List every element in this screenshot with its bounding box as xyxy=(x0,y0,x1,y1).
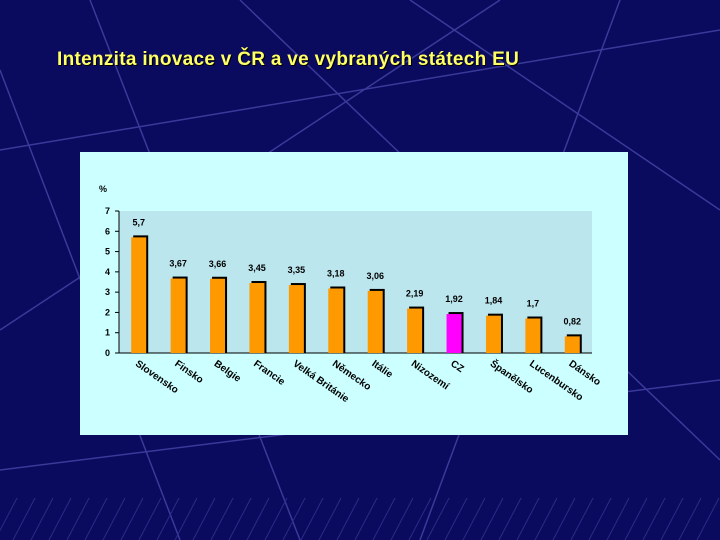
y-tick-label: 5 xyxy=(105,247,110,257)
background-line xyxy=(0,29,720,151)
category-label: Belgie xyxy=(212,358,243,384)
category-label: CZ xyxy=(448,358,465,375)
background-stripe xyxy=(390,497,414,540)
slide-title: Intenzita inovace v ČR a ve vybraných st… xyxy=(57,49,520,70)
background-stripe xyxy=(138,497,162,540)
data-label: 5,7 xyxy=(132,217,145,227)
background-stripe xyxy=(570,497,594,540)
y-tick-label: 3 xyxy=(105,287,110,297)
bar xyxy=(367,290,383,353)
background-stripe xyxy=(534,497,558,540)
background-stripe xyxy=(120,497,144,540)
background-stripe xyxy=(264,497,288,540)
data-label: 3,45 xyxy=(248,263,266,273)
category-label: Španělsko xyxy=(488,357,536,396)
data-label: 2,19 xyxy=(406,289,424,299)
background-stripe xyxy=(588,497,612,540)
data-label: 3,18 xyxy=(327,268,345,278)
y-tick-label: 7 xyxy=(105,206,110,216)
background-stripe xyxy=(498,497,522,540)
background-stripe xyxy=(480,497,504,540)
bar xyxy=(210,278,226,353)
category-label: Finsko xyxy=(172,358,205,385)
background-stripe xyxy=(174,497,198,540)
background-stripe xyxy=(210,497,234,540)
bar xyxy=(170,278,186,353)
background-stripe xyxy=(300,497,324,540)
bar xyxy=(564,336,580,353)
background-stripe xyxy=(516,497,540,540)
background-stripe xyxy=(102,497,126,540)
background-stripe xyxy=(660,497,684,540)
bar-chart: % 0 1 2 3 4 5 6 7 5,7 Slovensko 3,67 Finsko 3,66 Belgi… xyxy=(99,184,603,405)
data-label: 3,67 xyxy=(169,259,187,269)
bar xyxy=(131,237,147,353)
background-stripe xyxy=(156,497,180,540)
category-label: Itálie xyxy=(369,358,394,380)
data-label: 3,66 xyxy=(209,259,227,269)
category-label: Slovensko xyxy=(133,358,180,396)
background-stripe xyxy=(66,497,90,540)
background-stripe xyxy=(246,497,270,540)
background-stripe xyxy=(462,497,486,540)
plot-area xyxy=(119,211,592,353)
background-stripe xyxy=(426,497,450,540)
bar xyxy=(446,314,462,353)
chart-panel: % 0 1 2 3 4 5 6 7 5,7 Slovensko 3,67 Finsko 3,66 Belgi… xyxy=(80,152,628,435)
background-stripe xyxy=(318,497,342,540)
bar xyxy=(249,283,265,353)
background-stripe xyxy=(696,497,720,540)
background-stripe xyxy=(642,497,666,540)
data-label: 1,92 xyxy=(445,294,463,304)
data-label: 1,84 xyxy=(485,296,503,306)
background-stripe xyxy=(372,497,396,540)
background-stripe xyxy=(678,497,702,540)
category-label: Francie xyxy=(251,358,287,388)
data-label: 3,06 xyxy=(366,271,384,281)
y-tick-label: 6 xyxy=(105,226,110,236)
background-stripe xyxy=(0,497,18,532)
background-stripe xyxy=(48,497,72,540)
y-tick-label: 2 xyxy=(105,307,110,317)
background-stripe xyxy=(624,497,648,540)
bar xyxy=(485,315,501,353)
background-stripe xyxy=(282,497,306,540)
bar xyxy=(407,308,423,353)
background-stripe xyxy=(552,497,576,540)
background-stripe xyxy=(606,497,630,540)
background-stripe xyxy=(12,497,36,540)
background-stripe xyxy=(84,497,108,540)
background-line xyxy=(409,0,720,211)
data-label: 3,35 xyxy=(288,265,306,275)
background-stripe xyxy=(228,497,252,540)
background-stripe xyxy=(408,497,432,540)
background-stripe xyxy=(336,497,360,540)
background-stripe xyxy=(30,497,54,540)
data-label: 0,82 xyxy=(564,316,582,326)
y-tick-label: 1 xyxy=(105,328,110,338)
category-label: Nizozemí xyxy=(409,358,452,393)
background-stripe xyxy=(192,497,216,540)
background-stripe xyxy=(354,497,378,540)
y-tick-label: 4 xyxy=(105,267,110,277)
bar xyxy=(328,288,344,353)
y-tick-label: 0 xyxy=(105,348,110,358)
data-label: 1,7 xyxy=(527,299,540,309)
y-axis-label: % xyxy=(99,184,107,194)
category-label: Dánsko xyxy=(567,358,603,388)
background-stripe xyxy=(444,497,468,540)
bar xyxy=(525,318,541,353)
bar xyxy=(288,285,304,353)
